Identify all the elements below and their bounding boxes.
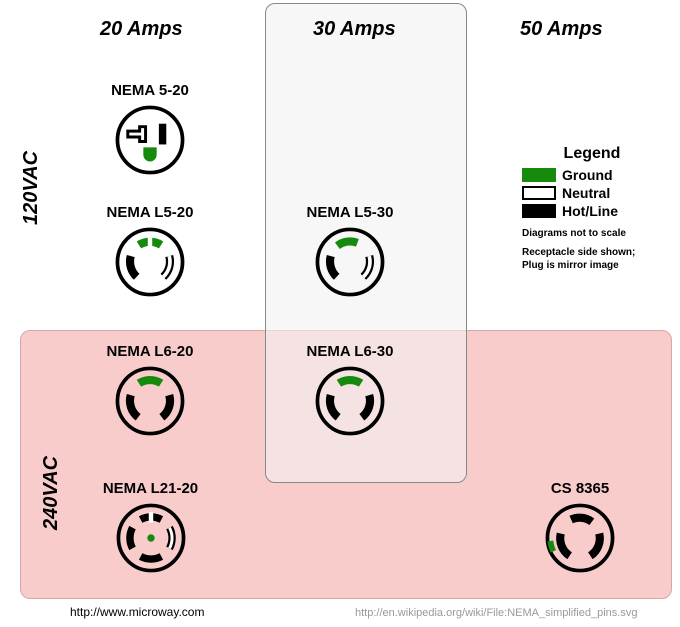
footer-left: http://www.microway.com	[70, 605, 204, 619]
legend-neutral: Neutral	[522, 185, 662, 201]
plug-label: NEMA L5-30	[300, 204, 400, 221]
legend: Legend Ground Neutral Hot/Line Diagrams …	[522, 145, 662, 272]
plug-icon	[543, 501, 617, 575]
legend-note-2: Receptacle side shown; Plug is mirror im…	[522, 246, 662, 272]
plug-label: NEMA 5-20	[105, 82, 195, 99]
plug-icon	[113, 364, 187, 438]
plug-label: NEMA L21-20	[93, 480, 208, 497]
swatch-neutral	[522, 186, 556, 200]
plug-nema-5-20: NEMA 5-20	[105, 82, 195, 177]
row-120vac: 120VAC	[20, 151, 43, 225]
legend-hot: Hot/Line	[522, 203, 662, 219]
diagram-canvas: 20 Amps 30 Amps 50 Amps 120VAC 240VAC Le…	[0, 0, 680, 627]
plug-icon	[113, 225, 187, 299]
plug-nema-l21-20: NEMA L21-20	[93, 480, 208, 575]
col-20a: 20 Amps	[100, 18, 183, 41]
plug-nema-l5-20: NEMA L5-20	[100, 204, 200, 299]
plug-label: CS 8365	[535, 480, 625, 497]
plug-icon	[114, 501, 188, 575]
swatch-hot	[522, 204, 556, 218]
plug-label: NEMA L6-20	[100, 343, 200, 360]
plug-nema-l6-20: NEMA L6-20	[100, 343, 200, 438]
legend-note-1: Diagrams not to scale	[522, 227, 662, 240]
plug-nema-l5-30: NEMA L5-30	[300, 204, 400, 299]
plug-icon	[313, 364, 387, 438]
plug-label: NEMA L5-20	[100, 204, 200, 221]
col-30a: 30 Amps	[313, 18, 396, 41]
footer-right: http://en.wikipedia.org/wiki/File:NEMA_s…	[355, 607, 637, 619]
row-240vac: 240VAC	[40, 456, 63, 530]
plug-icon	[113, 103, 187, 177]
plug-cs-8365: CS 8365	[535, 480, 625, 575]
plug-label: NEMA L6-30	[300, 343, 400, 360]
swatch-ground	[522, 168, 556, 182]
legend-title: Legend	[522, 145, 662, 163]
plug-icon	[313, 225, 387, 299]
plug-nema-l6-30: NEMA L6-30	[300, 343, 400, 438]
legend-ground: Ground	[522, 167, 662, 183]
col-50a: 50 Amps	[520, 18, 603, 41]
